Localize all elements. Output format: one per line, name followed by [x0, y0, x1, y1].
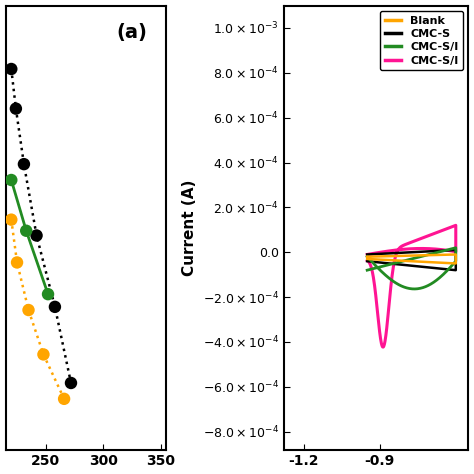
Y-axis label: Current (A): Current (A) — [182, 179, 197, 276]
Text: (a): (a) — [116, 23, 147, 42]
Point — [8, 176, 15, 184]
Point — [67, 379, 75, 387]
Point — [8, 216, 15, 223]
Point — [22, 227, 30, 235]
Point — [33, 232, 40, 239]
Point — [8, 65, 15, 73]
Legend: Blank, CMC-S, CMC-S/I, CMC-S/I: Blank, CMC-S, CMC-S/I, CMC-S/I — [380, 11, 463, 70]
Point — [44, 291, 52, 298]
Point — [51, 303, 59, 310]
Point — [60, 395, 68, 402]
Point — [25, 306, 32, 314]
Point — [12, 105, 20, 112]
Point — [40, 351, 47, 358]
Point — [13, 259, 21, 266]
Point — [20, 160, 27, 168]
